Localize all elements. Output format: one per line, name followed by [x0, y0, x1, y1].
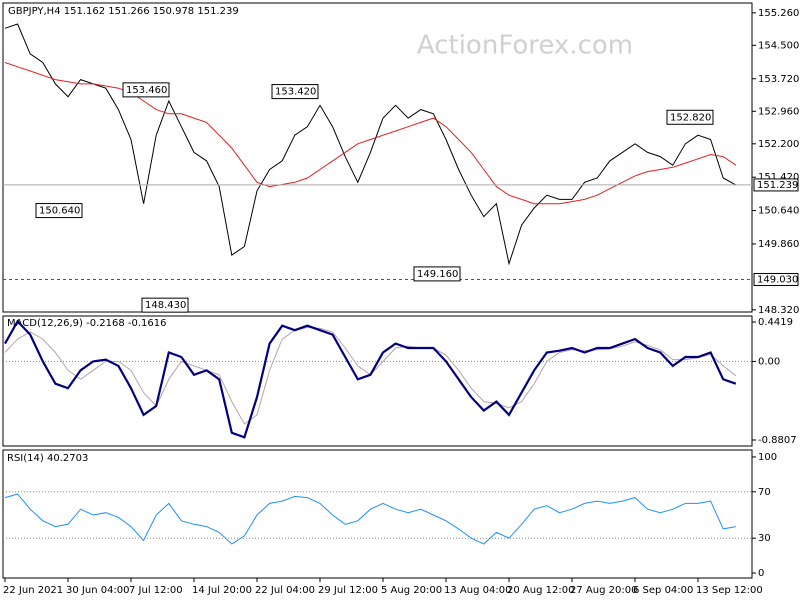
series-line: [4, 493, 736, 545]
series-line: [4, 23, 737, 266]
price-level-label: 151.239: [757, 180, 798, 191]
price-panel: [2, 2, 753, 313]
y-tick-label: 152.200: [758, 139, 799, 150]
x-tick-label: 27 Aug 20:00: [570, 585, 637, 596]
x-tick-label: 22 Jun 2021: [3, 585, 63, 596]
y-tick-label: 0: [758, 568, 764, 579]
annotation-box: [413, 266, 461, 282]
y-tick-label: 155.260: [758, 8, 799, 19]
annotation-label: 149.160: [417, 269, 458, 280]
macd-panel: [2, 315, 753, 447]
y-tick-label: 153.720: [758, 74, 799, 85]
series-line: [4, 319, 737, 439]
price-level-label: 149.030: [757, 274, 798, 285]
price-level-box: [753, 272, 799, 286]
x-tick-label: 29 Jul 12:00: [318, 585, 378, 596]
series-line: [4, 62, 737, 205]
y-tick-label: -0.8807: [758, 435, 797, 446]
x-tick-label: 7 Jul 12:00: [129, 585, 183, 596]
annotation-label: 153.420: [275, 87, 316, 98]
y-tick-label: 100: [758, 452, 777, 463]
price-level-box: [753, 178, 799, 192]
rsi-title: RSI(14) 40.2703: [7, 453, 88, 464]
y-tick-label: 150.640: [758, 206, 799, 217]
y-tick-label: 0.00: [758, 356, 780, 367]
watermark: ActionForex.com: [417, 31, 633, 61]
y-tick-label: 70: [758, 487, 771, 498]
annotation-box: [271, 84, 319, 100]
rsi-panel: [2, 449, 753, 579]
macd-title: MACD(12,26,9) -0.2168 -0.1616: [7, 318, 167, 329]
annotation-box: [35, 203, 83, 219]
x-tick-label: 13 Aug 04:00: [444, 585, 511, 596]
x-tick-label: 20 Aug 12:00: [507, 585, 574, 596]
annotation-label: 148.430: [145, 300, 186, 311]
y-tick-label: 151.420: [758, 172, 799, 183]
y-tick-label: 152.960: [758, 106, 799, 117]
x-tick-label: 14 Jul 20:00: [192, 585, 252, 596]
annotation-label: 150.640: [39, 206, 80, 217]
y-tick-label: 148.320: [758, 305, 799, 316]
chart-title: GBPJPY,H4 151.162 151.266 150.978 151.23…: [8, 6, 239, 17]
x-tick-label: 5 Aug 20:00: [381, 585, 442, 596]
y-tick-label: 154.500: [758, 40, 799, 51]
x-tick-label: 13 Sep 12:00: [696, 585, 763, 596]
annotation-label: 152.820: [670, 112, 711, 123]
y-tick-label: 149.860: [758, 239, 799, 250]
annotation-box: [141, 297, 189, 313]
y-tick-label: 0.4419: [758, 317, 793, 328]
x-tick-label: 6 Sep 04:00: [633, 585, 693, 596]
y-tick-label: 30: [758, 533, 771, 544]
x-tick-label: 22 Jul 04:00: [255, 585, 315, 596]
x-tick-label: 30 Jun 04:00: [66, 585, 130, 596]
annotation-label: 153.460: [126, 85, 167, 96]
annotation-box: [122, 82, 170, 98]
annotation-box: [666, 109, 714, 125]
